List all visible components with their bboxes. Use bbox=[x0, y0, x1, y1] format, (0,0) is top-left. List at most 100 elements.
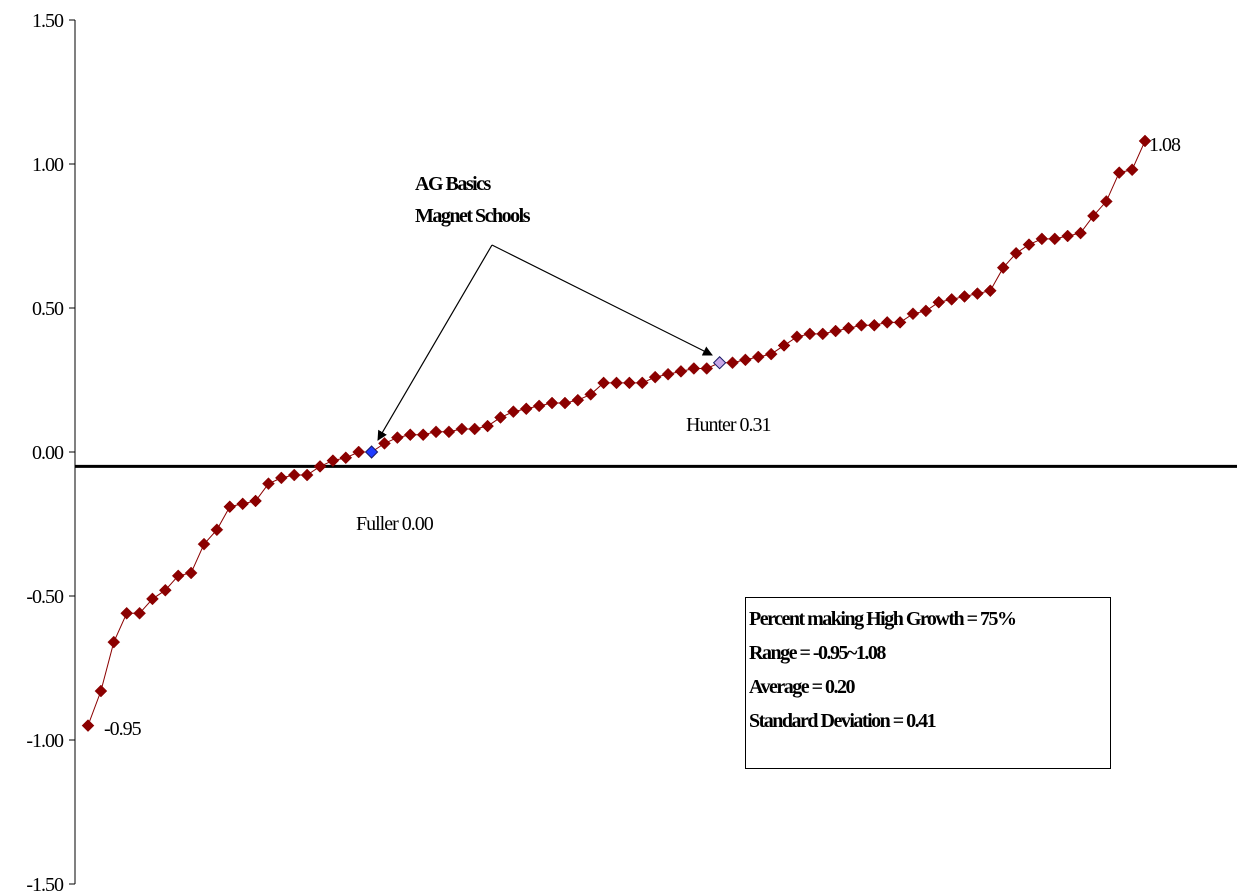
data-point bbox=[107, 635, 121, 649]
data-point bbox=[777, 339, 791, 352]
data-points bbox=[81, 134, 1152, 732]
data-point bbox=[790, 330, 804, 344]
stats-average: Average = 0.20 bbox=[749, 676, 856, 698]
y-tick-label: 0.00 bbox=[32, 442, 64, 464]
data-point bbox=[532, 399, 546, 413]
data-point bbox=[158, 583, 172, 597]
stats-percent-high-growth: Percent making High Growth = 75% bbox=[749, 608, 1017, 630]
y-tick-label: -1.00 bbox=[26, 730, 64, 752]
data-point bbox=[971, 287, 984, 300]
data-point bbox=[339, 451, 353, 465]
data-point bbox=[945, 293, 958, 306]
data-point bbox=[867, 318, 881, 332]
data-point bbox=[146, 592, 159, 606]
annotation-line2: Magnet Schools bbox=[415, 205, 531, 227]
data-point bbox=[1061, 229, 1075, 243]
y-axis bbox=[69, 19, 76, 885]
data-point bbox=[275, 471, 288, 485]
data-point bbox=[326, 454, 340, 467]
y-tick-label: 1.50 bbox=[32, 10, 64, 32]
last-point-label: 1.08 bbox=[1149, 134, 1181, 156]
y-tick-label: 0.50 bbox=[32, 298, 64, 320]
data-point bbox=[1125, 163, 1139, 177]
hunter-label: Hunter 0.31 bbox=[686, 414, 771, 436]
data-point bbox=[391, 431, 404, 444]
annotation-arrow-fuller bbox=[377, 244, 493, 441]
data-point bbox=[880, 316, 894, 329]
y-tick-label: -0.50 bbox=[26, 586, 64, 608]
data-point bbox=[442, 425, 456, 439]
data-point bbox=[1112, 166, 1126, 179]
data-point bbox=[764, 347, 778, 361]
stats-range: Range = -0.95~1.08 bbox=[749, 642, 886, 664]
data-point bbox=[236, 497, 250, 511]
data-point bbox=[726, 356, 739, 370]
data-point bbox=[906, 307, 920, 321]
data-point bbox=[816, 327, 830, 341]
data-point bbox=[558, 396, 572, 410]
data-point bbox=[842, 321, 855, 335]
data-point bbox=[287, 468, 301, 482]
annotation-arrow-hunter bbox=[491, 244, 713, 356]
data-point bbox=[429, 425, 443, 439]
annotation-line1: AG Basics bbox=[415, 173, 492, 195]
data-point bbox=[803, 327, 817, 341]
data-point bbox=[1099, 195, 1113, 208]
data-point bbox=[519, 402, 533, 416]
data-point bbox=[751, 350, 765, 364]
data-point bbox=[223, 500, 237, 514]
data-point bbox=[313, 460, 327, 473]
data-point bbox=[610, 376, 623, 390]
y-tick-label: 1.00 bbox=[32, 154, 64, 176]
data-point bbox=[623, 376, 636, 390]
data-point bbox=[983, 284, 997, 298]
data-point bbox=[494, 411, 507, 424]
data-point bbox=[635, 376, 649, 390]
data-point bbox=[584, 388, 598, 401]
data-point bbox=[674, 365, 688, 378]
data-point bbox=[1087, 209, 1100, 223]
data-point bbox=[249, 494, 262, 508]
data-point bbox=[403, 428, 417, 442]
data-point bbox=[468, 422, 482, 436]
data-point bbox=[1022, 238, 1036, 251]
stats-std-dev: Standard Deviation = 0.41 bbox=[749, 710, 937, 732]
data-point bbox=[184, 566, 198, 580]
data-point bbox=[416, 428, 430, 442]
data-point bbox=[1074, 226, 1087, 240]
data-point bbox=[133, 606, 146, 620]
data-point bbox=[597, 376, 610, 390]
y-tick-labels: 1.50 1.00 0.50 0.00 -0.50 -1.00 -1.50 bbox=[26, 10, 65, 896]
data-point bbox=[571, 393, 585, 407]
data-point bbox=[661, 367, 675, 381]
data-point bbox=[739, 353, 752, 367]
data-point bbox=[996, 261, 1010, 275]
data-point bbox=[1138, 134, 1152, 148]
data-point bbox=[197, 537, 211, 551]
y-tick-label: -1.50 bbox=[26, 874, 64, 896]
data-point bbox=[210, 523, 224, 537]
data-point bbox=[1048, 232, 1062, 246]
data-point bbox=[893, 316, 907, 329]
data-point bbox=[300, 468, 314, 482]
data-point bbox=[378, 437, 391, 450]
data-point bbox=[120, 606, 134, 620]
data-point bbox=[700, 362, 714, 375]
data-point bbox=[687, 362, 701, 375]
data-point bbox=[171, 569, 185, 583]
data-point bbox=[455, 422, 469, 436]
data-point bbox=[1035, 232, 1049, 246]
highlight-point bbox=[712, 356, 727, 370]
data-point bbox=[94, 684, 108, 698]
data-point bbox=[81, 719, 95, 732]
highlight-point bbox=[364, 445, 379, 459]
data-point bbox=[1009, 246, 1023, 260]
fuller-label: Fuller 0.00 bbox=[356, 513, 434, 535]
stats-box: Percent making High Growth = 75% Range =… bbox=[745, 597, 1111, 769]
data-point bbox=[481, 419, 494, 433]
data-point bbox=[829, 324, 842, 338]
data-point bbox=[545, 396, 559, 410]
data-point bbox=[855, 318, 868, 332]
data-point bbox=[919, 304, 933, 318]
